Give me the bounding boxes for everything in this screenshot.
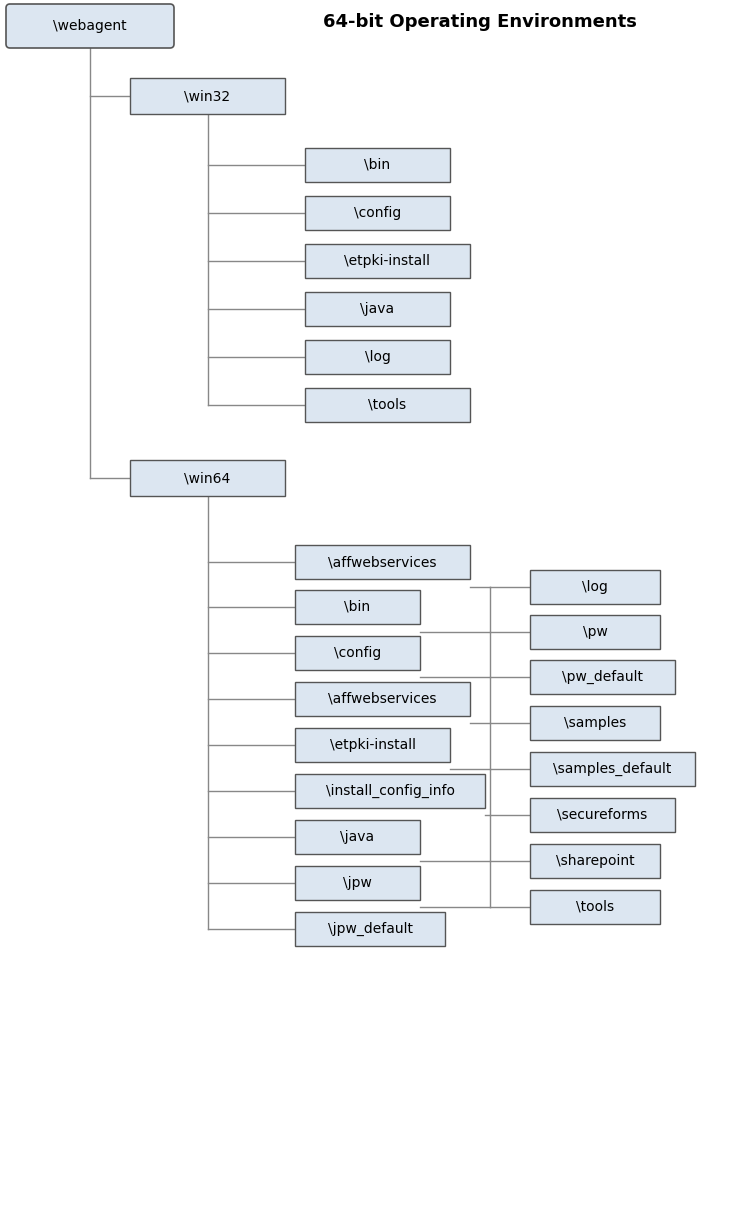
Bar — [295, 636, 420, 670]
Text: \jpw: \jpw — [343, 876, 372, 890]
Text: \log: \log — [365, 349, 390, 364]
Bar — [305, 148, 450, 182]
Bar — [530, 570, 660, 604]
Text: \affwebservices: \affwebservices — [328, 556, 436, 569]
Text: \pw_default: \pw_default — [562, 670, 643, 684]
Bar — [305, 340, 450, 374]
Bar — [295, 819, 420, 854]
Bar — [530, 844, 660, 878]
Text: \sharepoint: \sharepoint — [556, 854, 634, 868]
Text: \win32: \win32 — [184, 89, 230, 102]
Bar — [295, 590, 420, 624]
Text: \etpki-install: \etpki-install — [344, 254, 430, 268]
Bar — [305, 243, 470, 278]
Bar — [130, 78, 285, 114]
Text: \tools: \tools — [576, 900, 614, 915]
Text: \jpw_default: \jpw_default — [328, 922, 412, 936]
Text: \log: \log — [582, 580, 608, 594]
Text: \java: \java — [341, 830, 374, 843]
Bar — [295, 728, 450, 762]
Bar — [130, 460, 285, 496]
Bar — [295, 682, 470, 716]
Text: \secureforms: \secureforms — [557, 809, 648, 822]
Text: \config: \config — [354, 206, 401, 221]
FancyBboxPatch shape — [6, 4, 174, 48]
Bar — [530, 890, 660, 924]
Bar — [530, 706, 660, 740]
Text: \java: \java — [360, 302, 395, 316]
Text: \pw: \pw — [583, 625, 608, 639]
Bar — [530, 752, 695, 786]
Text: \config: \config — [334, 646, 381, 660]
Bar — [295, 545, 470, 578]
Bar — [530, 660, 675, 694]
Bar — [295, 774, 485, 809]
Text: \samples: \samples — [564, 716, 626, 730]
Text: \bin: \bin — [344, 600, 371, 615]
Text: \install_config_info: \install_config_info — [325, 784, 455, 798]
Bar — [295, 912, 445, 946]
Bar — [295, 866, 420, 900]
Text: \affwebservices: \affwebservices — [328, 692, 436, 706]
Text: \samples_default: \samples_default — [553, 762, 672, 776]
Text: \etpki-install: \etpki-install — [329, 737, 415, 752]
Bar — [530, 798, 675, 831]
Text: 64-bit Operating Environments: 64-bit Operating Environments — [323, 13, 637, 31]
Text: \bin: \bin — [365, 158, 390, 172]
Text: \tools: \tools — [368, 398, 406, 412]
Bar — [305, 196, 450, 230]
Bar — [530, 615, 660, 649]
Text: \webagent: \webagent — [53, 19, 127, 33]
Text: \win64: \win64 — [184, 471, 230, 484]
Bar — [305, 292, 450, 327]
Bar — [305, 388, 470, 422]
